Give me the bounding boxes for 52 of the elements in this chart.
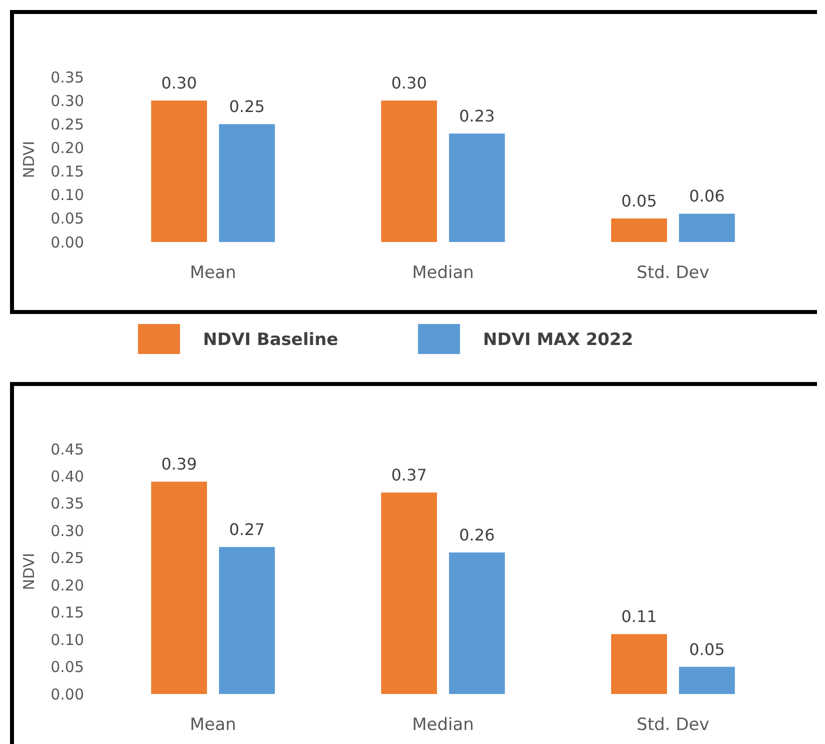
bar <box>449 134 505 242</box>
y-axis-title: NDVI <box>20 140 38 178</box>
data-label: 0.27 <box>229 520 265 539</box>
bar <box>449 552 505 694</box>
y-tick-label: 0.00 <box>50 685 84 704</box>
x-tick-label: Std. Dev <box>636 715 710 735</box>
data-label: 0.11 <box>621 607 657 626</box>
data-label: 0.26 <box>459 525 495 544</box>
bar <box>219 124 275 242</box>
data-label: 0.30 <box>391 74 427 93</box>
y-tick-label: 0.10 <box>50 630 84 649</box>
bar <box>611 218 667 242</box>
x-tick-label: Std. Dev <box>636 263 710 283</box>
x-tick-label: Median <box>412 715 474 735</box>
y-tick-label: 0.30 <box>50 92 84 110</box>
data-label: 0.23 <box>459 106 495 126</box>
y-tick-label: 0.15 <box>50 604 84 622</box>
data-label: 0.05 <box>689 640 725 659</box>
y-tick-label: 0.05 <box>50 658 84 676</box>
data-label: 0.39 <box>161 454 197 474</box>
y-tick-label: 0.35 <box>50 68 84 86</box>
x-tick-label: Median <box>412 263 474 283</box>
y-axis-title: NDVI <box>20 552 38 590</box>
legend-label: NDVI Baseline <box>203 330 338 350</box>
y-tick-label: 0.10 <box>50 186 84 204</box>
y-tick-label: 0.35 <box>50 494 84 513</box>
data-label: 0.05 <box>621 191 657 210</box>
data-label: 0.25 <box>229 97 265 116</box>
y-tick-label: 0.25 <box>50 115 84 134</box>
y-tick-label: 0.15 <box>50 162 84 181</box>
y-tick-label: 0.25 <box>50 549 84 568</box>
bar <box>611 634 667 694</box>
y-tick-label: 0.30 <box>50 522 84 540</box>
bar <box>151 100 207 242</box>
y-tick-label: 0.40 <box>50 467 84 486</box>
x-tick-label: Mean <box>190 715 236 735</box>
bar <box>381 100 437 242</box>
y-tick-label: 0.20 <box>50 576 84 594</box>
bar <box>679 214 735 242</box>
bar <box>381 492 437 694</box>
bar <box>151 482 207 694</box>
y-tick-label: 0.00 <box>50 233 84 252</box>
x-tick-label: Mean <box>190 263 236 283</box>
bar <box>679 666 735 694</box>
data-label: 0.37 <box>391 466 427 485</box>
y-tick-label: 0.05 <box>50 210 84 228</box>
legend-label: NDVI MAX 2022 <box>483 330 634 350</box>
y-tick-label: 0.20 <box>50 138 84 157</box>
data-label: 0.30 <box>161 74 197 93</box>
bar <box>219 547 275 694</box>
y-tick-label: 0.45 <box>50 440 84 458</box>
data-label: 0.06 <box>689 186 725 206</box>
